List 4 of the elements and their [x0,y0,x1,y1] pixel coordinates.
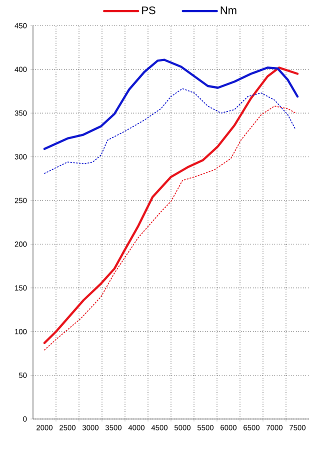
legend-label: PS [142,6,156,14]
line-series [44,88,296,174]
legend-label: Nm [220,6,236,14]
line-series [43,58,299,150]
